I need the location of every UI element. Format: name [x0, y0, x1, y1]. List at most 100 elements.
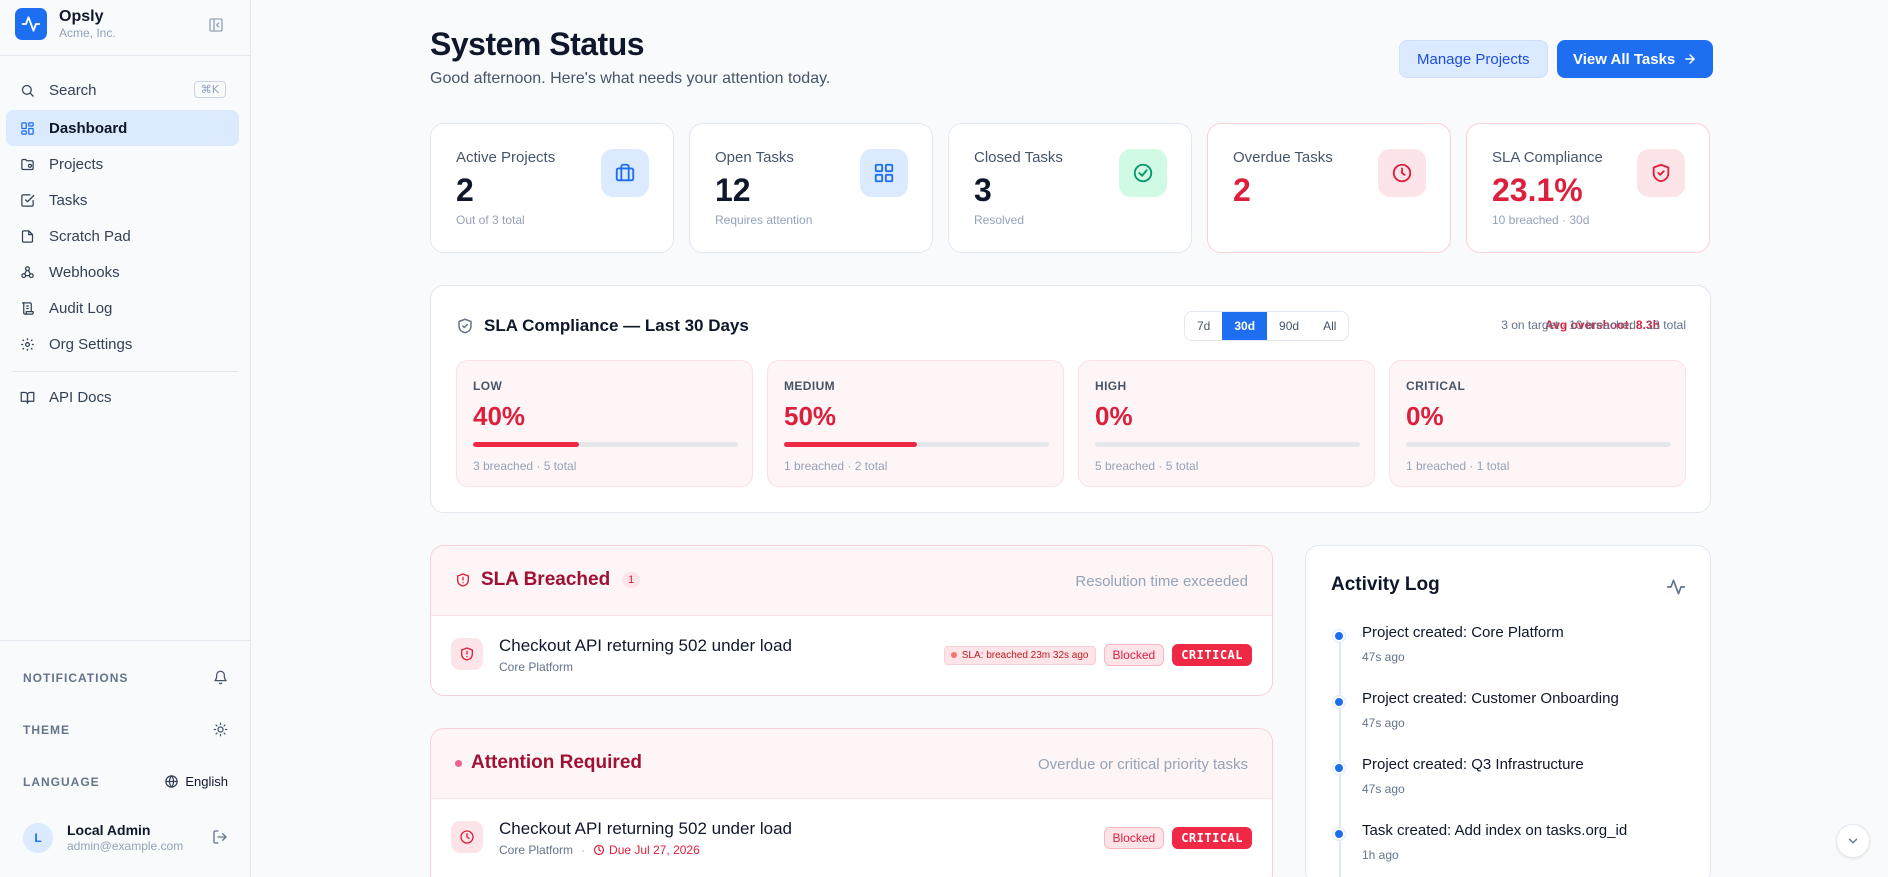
stat-sub: Resolved	[974, 213, 1025, 227]
sidebar-item-label: Tasks	[49, 191, 88, 209]
timeline-dot	[1333, 630, 1345, 642]
search-icon	[19, 82, 35, 98]
priority-percent: 50%	[784, 401, 837, 431]
user-email: admin@example.com	[67, 839, 184, 853]
sidebar-item-audit-log[interactable]: Audit Log	[6, 290, 239, 326]
sla-breach-text: SLA: breached 23m 32s ago	[961, 649, 1089, 661]
bell-icon[interactable]	[213, 670, 228, 685]
sidebar-item-org-settings[interactable]: Org Settings	[6, 326, 239, 362]
priority-sub: 5 breached · 5 total	[1095, 459, 1199, 473]
activity-logo-icon	[15, 8, 47, 40]
sidebar-item-webhooks[interactable]: Webhooks	[6, 254, 239, 290]
stat-sub: 10 breached · 30d	[1492, 213, 1590, 227]
activity-log-title: Activity Log	[1331, 574, 1440, 595]
sidebar-item-label: API Docs	[49, 388, 112, 406]
check-square-icon	[19, 192, 35, 208]
activity-text: Project created: Q3 Infrastructure	[1362, 756, 1584, 773]
brand-name: Opsly	[59, 8, 104, 25]
stat-card-overdue-tasks[interactable]: Overdue Tasks 2	[1207, 123, 1451, 253]
scroll-down-button[interactable]	[1836, 824, 1870, 858]
shield-icon	[456, 317, 474, 335]
task-project: Core Platform	[499, 843, 574, 857]
priority-badge: CRITICAL	[1172, 827, 1252, 849]
attention-required-title: Attention Required	[471, 752, 642, 773]
priority-progress	[1406, 442, 1671, 447]
activity-icon	[1666, 577, 1686, 602]
priority-percent: 40%	[473, 401, 526, 431]
sun-icon[interactable]	[213, 722, 228, 737]
stat-sub: Out of 3 total	[456, 213, 525, 227]
gear-icon	[19, 336, 35, 352]
priority-card-low: LOW 40% 3 breached · 5 total	[456, 360, 753, 487]
stat-label: Closed Tasks	[974, 149, 1063, 166]
sidebar-item-scratch-pad[interactable]: Scratch Pad	[6, 218, 239, 254]
sidebar-search[interactable]: Search ⌘K	[6, 72, 239, 108]
priority-badge: CRITICAL	[1172, 644, 1252, 666]
view-all-tasks-button[interactable]: View All Tasks	[1557, 40, 1714, 78]
activity-text: Task created: Add index on tasks.org_id	[1362, 822, 1628, 839]
range-30d-button[interactable]: 30d	[1222, 312, 1268, 340]
attention-required-note: Overdue or critical priority tasks	[1037, 756, 1248, 773]
stat-card-sla-compliance[interactable]: SLA Compliance 23.1% 10 breached · 30d	[1466, 123, 1710, 253]
task-meta: Core Platform · Due Jul 27, 2026	[499, 843, 700, 857]
count-badge: 1	[622, 572, 641, 588]
due-date: Due Jul 27, 2026	[593, 843, 700, 857]
clock-icon	[451, 821, 483, 853]
shield-alert-icon	[451, 638, 483, 670]
stat-card-open-tasks[interactable]: Open Tasks 12 Requires attention	[689, 123, 933, 253]
arrow-right-icon	[1683, 52, 1697, 66]
activity-log-card: Activity Log Project created: Core Platf…	[1305, 545, 1711, 877]
stat-label: SLA Compliance	[1492, 149, 1603, 166]
task-meta: Core Platform	[499, 660, 573, 674]
manage-projects-button[interactable]: Manage Projects	[1399, 40, 1548, 78]
page-title: System Status	[430, 26, 645, 62]
dot-indicator-icon	[455, 759, 462, 767]
brand[interactable]: Opsly Acme, Inc.	[15, 8, 116, 40]
sidebar-item-tasks[interactable]: Tasks	[6, 182, 239, 218]
stat-card-active-projects[interactable]: Active Projects 2 Out of 3 total	[430, 123, 674, 253]
sidebar-item-projects[interactable]: Projects	[6, 146, 239, 182]
sidebar-item-label: Org Settings	[49, 335, 133, 353]
stat-sub: Requires attention	[715, 213, 813, 227]
priority-sub: 3 breached · 5 total	[473, 459, 577, 473]
sla-summary: 3 on target · 10 breached · 13 total	[1501, 318, 1686, 332]
sla-breached-title: SLA Breached	[481, 569, 611, 590]
theme-row: THEME	[23, 722, 228, 737]
avg-overshoot: Avg overshoot: 8.3h	[1545, 318, 1660, 332]
sidebar-preferences: NOTIFICATIONS THEME LANGUAGE English	[0, 640, 250, 789]
priority-percent: 0%	[1095, 401, 1133, 431]
priority-progress-fill	[473, 442, 579, 447]
language-value: English	[185, 774, 228, 789]
range-7d-button[interactable]: 7d	[1185, 312, 1223, 340]
globe-icon	[164, 774, 179, 789]
meta-separator: ·	[581, 843, 586, 857]
range-90d-button[interactable]: 90d	[1267, 312, 1312, 340]
folder-icon	[19, 156, 35, 172]
stat-label: Open Tasks	[715, 149, 794, 166]
user-menu[interactable]: L Local Admin admin@example.com	[23, 822, 228, 854]
language-select[interactable]: English	[164, 774, 228, 789]
page-subtitle: Good afternoon. Here's what needs your a…	[430, 70, 831, 87]
sidebar-nav: Search ⌘K Dashboard Projects Tasks Sc	[0, 55, 250, 406]
file-icon	[19, 228, 35, 244]
logout-icon[interactable]	[212, 829, 228, 850]
task-title[interactable]: Checkout API returning 502 under load	[499, 819, 792, 838]
sidebar-item-label: Scratch Pad	[49, 227, 131, 245]
status-badge: Blocked	[1103, 827, 1165, 849]
org-name: Acme, Inc.	[59, 26, 116, 40]
activity-time: 47s ago	[1362, 716, 1405, 730]
stat-card-closed-tasks[interactable]: Closed Tasks 3 Resolved	[948, 123, 1192, 253]
main-content: System Status Good afternoon. Here's wha…	[252, 0, 1888, 877]
task-project: Core Platform	[499, 660, 574, 674]
grid-icon	[860, 149, 908, 197]
sidebar-item-dashboard[interactable]: Dashboard	[6, 110, 239, 146]
task-row[interactable]: Checkout API returning 502 under load Co…	[431, 799, 1272, 877]
sidebar-item-api-docs[interactable]: API Docs	[6, 379, 239, 415]
task-row[interactable]: Checkout API returning 502 under load Co…	[431, 616, 1272, 695]
sidebar-collapse-icon[interactable]	[206, 15, 226, 35]
check-circle-icon	[1119, 149, 1167, 197]
task-title[interactable]: Checkout API returning 502 under load	[499, 636, 792, 655]
range-all-button[interactable]: All	[1311, 312, 1349, 340]
activity-time: 47s ago	[1362, 650, 1405, 664]
language-row: LANGUAGE English	[23, 774, 228, 789]
